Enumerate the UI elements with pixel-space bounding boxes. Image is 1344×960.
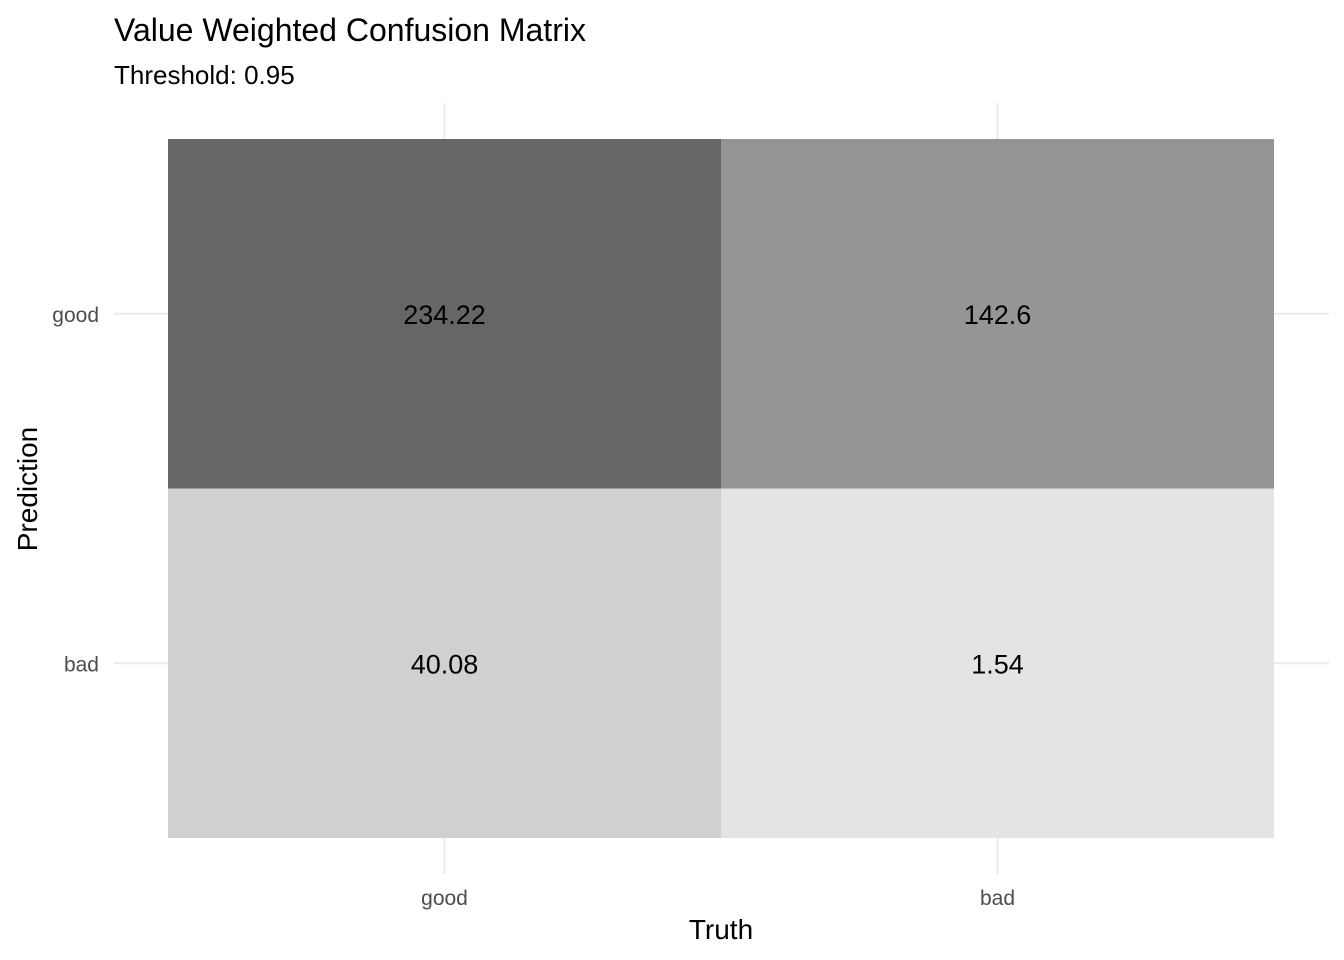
- tick-labels: good bad good bad: [52, 304, 1015, 910]
- x-tick-label: good: [421, 887, 468, 910]
- heatmap-cell-good-good: [168, 139, 721, 489]
- cell-labels: 234.22 142.6 40.08 1.54: [403, 300, 1031, 680]
- y-tick-label: bad: [64, 653, 99, 676]
- cell-value-label: 40.08: [411, 649, 479, 679]
- x-tick-label: bad: [980, 887, 1015, 910]
- heatmap-cell-bad-good: [168, 488, 721, 838]
- heatmap-cell-good-bad: [721, 139, 1274, 489]
- chart-subtitle: Threshold: 0.95: [114, 60, 295, 90]
- cell-value-label: 234.22: [403, 300, 486, 330]
- cell-value-label: 1.54: [971, 649, 1024, 679]
- chart-title: Value Weighted Confusion Matrix: [114, 12, 586, 48]
- heatmap-cell-bad-bad: [721, 488, 1274, 838]
- y-tick-label: good: [52, 304, 99, 327]
- cell-value-label: 142.6: [964, 300, 1032, 330]
- x-axis-title: Truth: [689, 914, 753, 945]
- y-axis-title: Prediction: [12, 427, 43, 552]
- heatmap-cells: [168, 139, 1274, 838]
